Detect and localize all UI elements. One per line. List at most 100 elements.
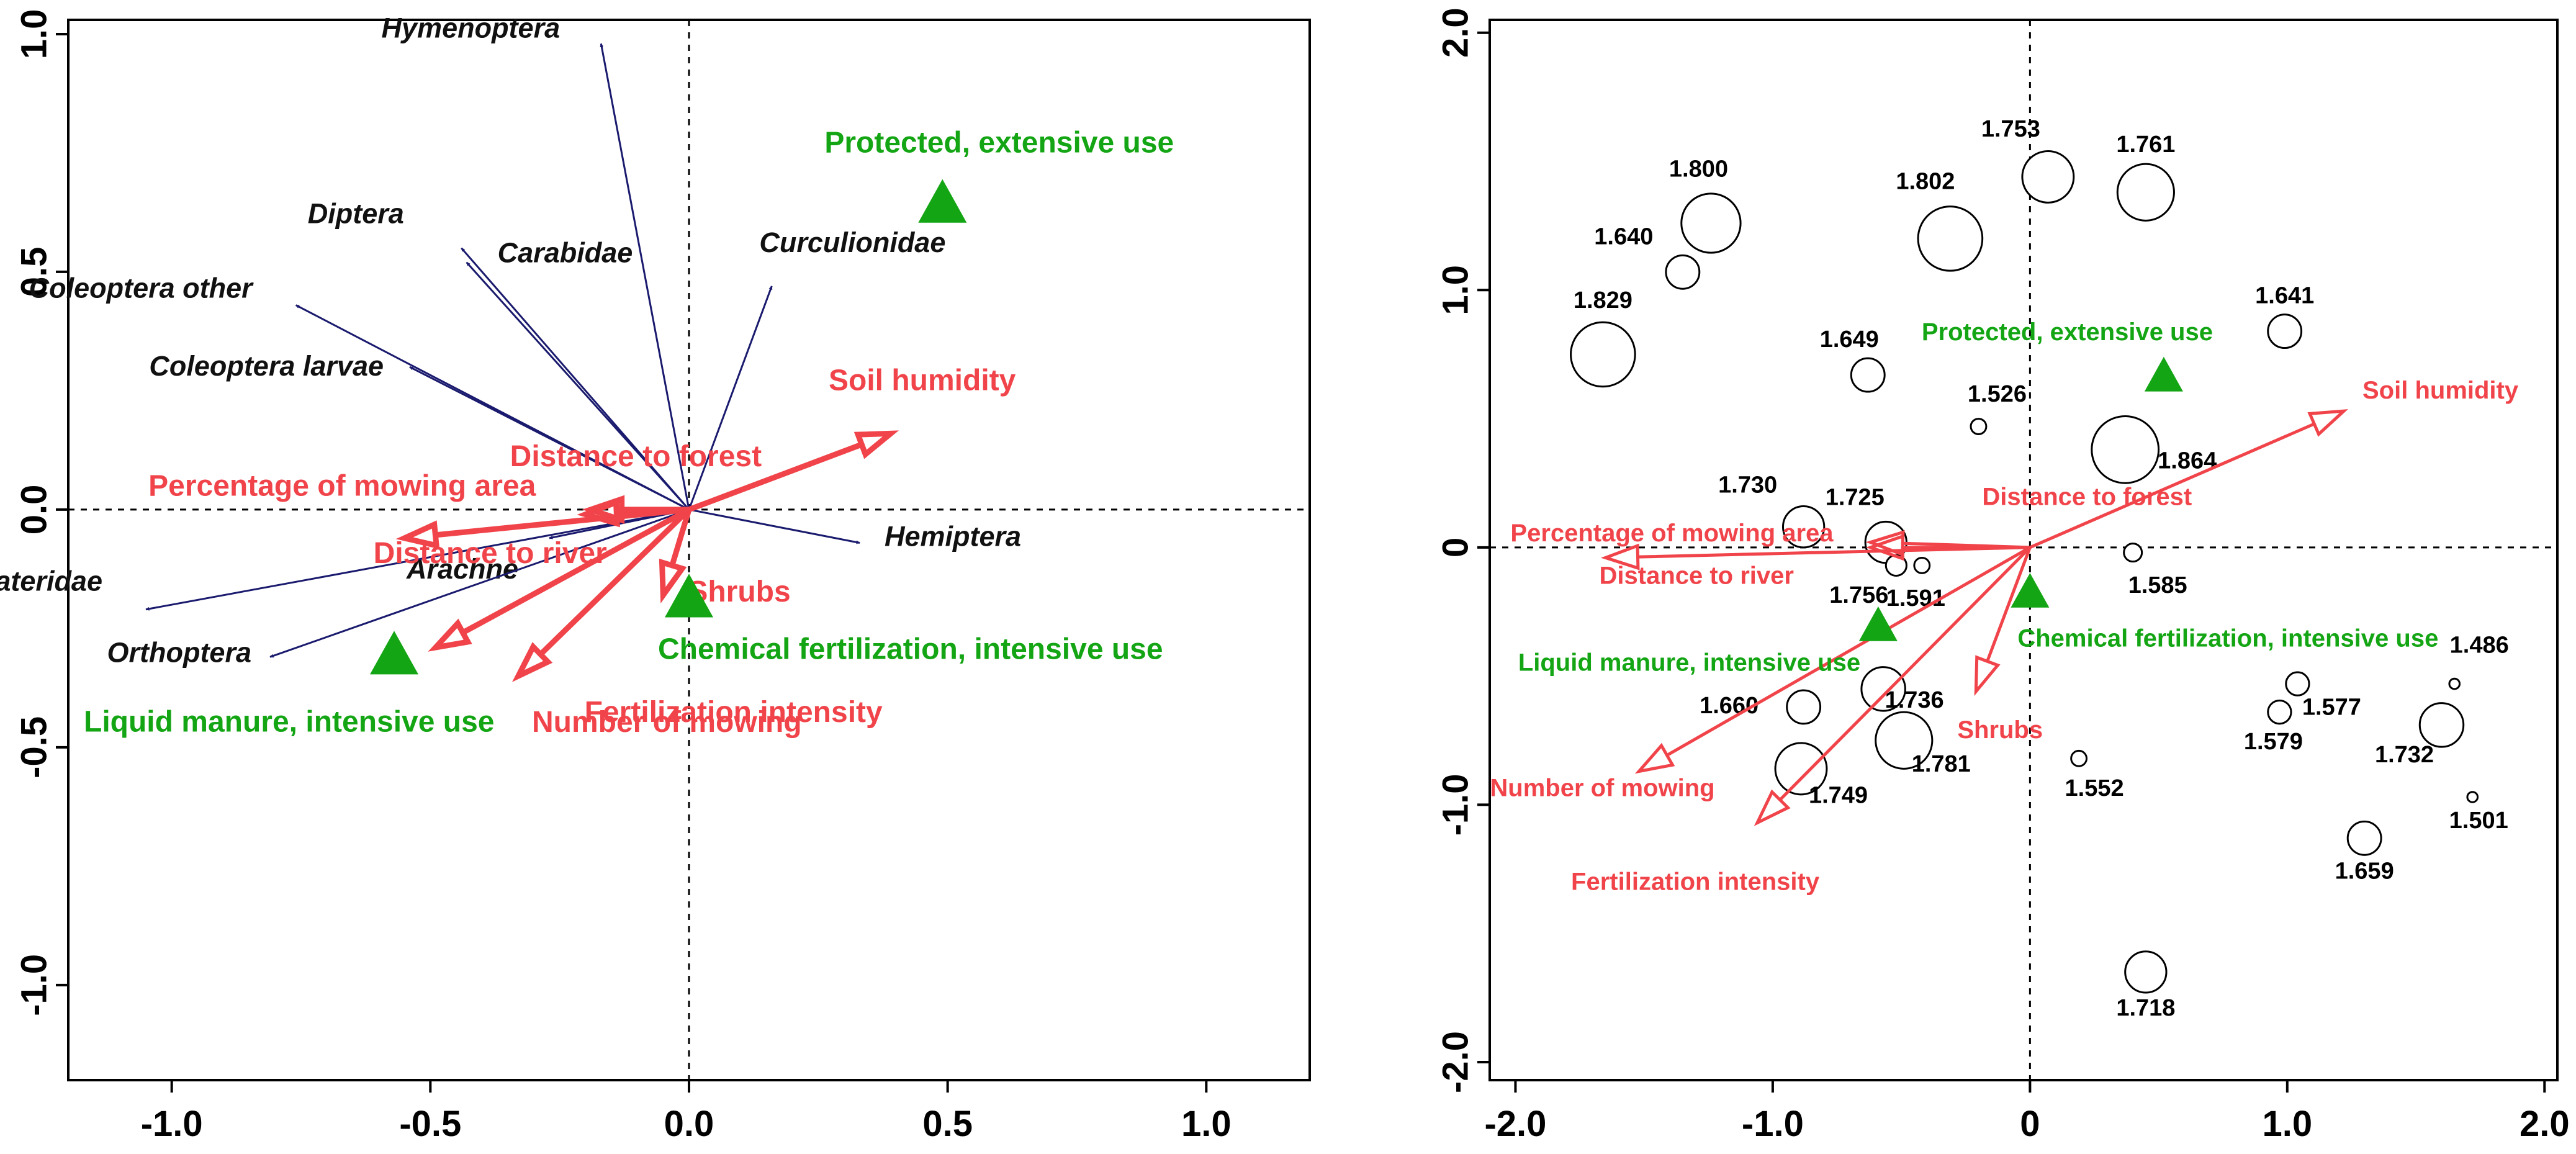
x-tick-label: 2.0 (2520, 1104, 2570, 1144)
species-label-hemiptera: Hemiptera (885, 521, 1021, 552)
env-label-soil-humidity: Soil humidity (2362, 377, 2519, 404)
site-label: 1.736 (1885, 687, 1944, 713)
env-arrow-soil-humidity-head (853, 430, 899, 459)
env-arrow-distance-to-river-shaft (432, 507, 692, 538)
x-tick-label: -1.0 (1742, 1104, 1804, 1144)
y-tick-label: 0 (1436, 538, 1476, 557)
env-label-percentage-of-mowing-area: Percentage of mowing area (148, 470, 536, 503)
site-circle (2021, 150, 2075, 204)
site-circle (2448, 677, 2461, 690)
x-tick-label: -2.0 (1484, 1104, 1546, 1144)
site-label: 1.649 (1820, 327, 1879, 353)
env-arrow-soil-humidity-head (2307, 409, 2349, 437)
site-label: 1.526 (1968, 381, 2027, 407)
species-label-hymenoptera: Hymenoptera (382, 12, 561, 43)
site-label: 1.641 (2255, 283, 2314, 309)
env-arrow-shrubs-shaft (669, 507, 692, 569)
site-label: 1.781 (1912, 751, 1971, 777)
species-arrow-hemiptera (688, 508, 860, 544)
species-label-elateridae: Elateridae (0, 566, 102, 597)
site-circle (2091, 415, 2160, 484)
site-circle (1774, 742, 1828, 796)
site-label: 1.756 (1829, 582, 1888, 608)
y-tick-label: -1.0 (1436, 773, 1476, 836)
site-circle (1786, 689, 1822, 725)
env-arrow-number-of-mowing-head (1634, 742, 1675, 774)
nominal-marker-chemical-fertilization-intensive-use (2011, 572, 2050, 608)
env-arrow-shrubs-head (1974, 655, 2001, 696)
env-arrow-fertilization-intensity-shaft (1778, 546, 2032, 801)
plot-frame-left (67, 19, 1311, 1081)
env-arrow-soil-humidity-shaft (2028, 422, 2316, 549)
site-circle (1680, 192, 1742, 254)
species-label-coleoptera-other: Coleoptera other (29, 273, 254, 304)
ordination-chart-left: -1.0 -0.5 0.0 0.5 1.0 -1.0 -0.5 0.0 0.5 1.0 Hymen… (0, 9, 1311, 1144)
site-circle (2466, 791, 2479, 803)
site-circle (1850, 357, 1886, 393)
x-tick-label: 0 (2020, 1104, 2040, 1144)
species-label-coleoptera-larvae: Coleoptera larvae (149, 350, 384, 382)
nominal-label-liquid-manure-intensive-use: Liquid manure, intensive use (1518, 649, 1860, 676)
species-arrow-orthoptera (269, 508, 690, 658)
nominal-marker-protected-extensive-use (918, 179, 967, 223)
nominal-label-protected-extensive-use: Protected, extensive use (824, 127, 1174, 160)
env-arrow-fertilization-intensity-shaft (460, 507, 692, 636)
site-label: 1.732 (2375, 742, 2434, 768)
env-arrow-number-of-mowing-shaft (538, 507, 692, 657)
x-tick-label: 1.0 (2262, 1104, 2312, 1144)
plot-frame-right (1488, 19, 2559, 1081)
species-label-curculionidae: Curculionidae (759, 227, 945, 258)
site-label: 1.730 (1718, 472, 1777, 498)
species-arrow-hymenoptera (600, 43, 690, 510)
site-label: 1.660 (1700, 693, 1759, 719)
y-tick-label: 2.0 (1436, 7, 1476, 58)
x-tick-label: 0.5 (922, 1104, 973, 1144)
site-label: 1.749 (1809, 782, 1868, 808)
site-label: 1.725 (1826, 485, 1885, 511)
species-arrows: Hymenoptera Diptera Carabidae Curculionidae… (0, 12, 1021, 668)
site-circle (2267, 313, 2303, 349)
species-arrow-diptera (461, 247, 690, 510)
site-circle (2418, 702, 2465, 748)
site-circle (2124, 950, 2168, 994)
site-circle (1875, 711, 1934, 770)
y-tick-label: -1.0 (14, 954, 55, 1016)
site-circle (1917, 205, 1984, 272)
site-label: 1.640 (1594, 223, 1653, 250)
env-label-number-of-mowing: Number of mowing (1490, 775, 1714, 802)
species-arrow-elateridae (145, 508, 690, 611)
site-label: 1.501 (2449, 808, 2508, 834)
site-circle (1913, 556, 1931, 574)
site-label: 1.802 (1896, 168, 1955, 194)
nominal-label-chemical-fertilization-intensive-use: Chemical fertilization, intensive use (2017, 624, 2438, 652)
site-label: 1.585 (2128, 572, 2187, 598)
site-label: 1.718 (2116, 995, 2175, 1021)
nominal-marker-protected-extensive-use (2144, 356, 2183, 392)
site-label: 1.659 (2335, 858, 2394, 884)
site-circle (1570, 321, 1636, 388)
env-arrow-distance-to-river-head (1600, 543, 1640, 570)
y-tick-label: 1.0 (14, 9, 55, 60)
env-arrow-distance-to-river-shaft (1636, 546, 2032, 559)
env-label-percentage-of-mowing-area: Percentage of mowing area (1510, 520, 1834, 547)
site-circle (2070, 749, 2088, 767)
site-label: 1.591 (1886, 585, 1945, 611)
nominal-label-protected-extensive-use: Protected, extensive use (1922, 318, 2213, 346)
nominal-marker-chemical-fertilization-intensive-use (665, 574, 713, 618)
env-arrow-shrubs-shaft (1986, 546, 2032, 663)
x-tick-label: -1.0 (141, 1104, 203, 1144)
y-tick-label: 0.0 (14, 485, 55, 535)
env-arrow-fertilization-intensity-head (428, 618, 472, 652)
axis-ticks-right: -2.0 -1.0 0 1.0 2.0 -2.0 -1.0 0 1.0 2.0 (1436, 7, 2570, 1144)
site-circle (1860, 666, 1906, 712)
site-label: 1.579 (2244, 729, 2303, 755)
ordination-chart-right: -2.0 -1.0 0 1.0 2.0 -2.0 -1.0 0 1.0 2.0 1.753 1.76… (1436, 7, 2570, 1144)
nominal-label-liquid-manure-intensive-use: Liquid manure, intensive use (84, 705, 494, 738)
nominal-variables-left: Protected, extensive use Chemical fertili… (84, 127, 1174, 739)
env-arrow-number-of-mowing-shaft (1665, 546, 2032, 757)
nominal-label-chemical-fertilization-intensive-use: Chemical fertilization, intensive use (658, 633, 1163, 665)
env-label-distance-to-river: Distance to river (1600, 562, 1794, 589)
y-tick-label: -0.5 (14, 716, 55, 778)
site-circle (1665, 254, 1701, 290)
nominal-marker-liquid-manure-intensive-use (370, 631, 418, 675)
